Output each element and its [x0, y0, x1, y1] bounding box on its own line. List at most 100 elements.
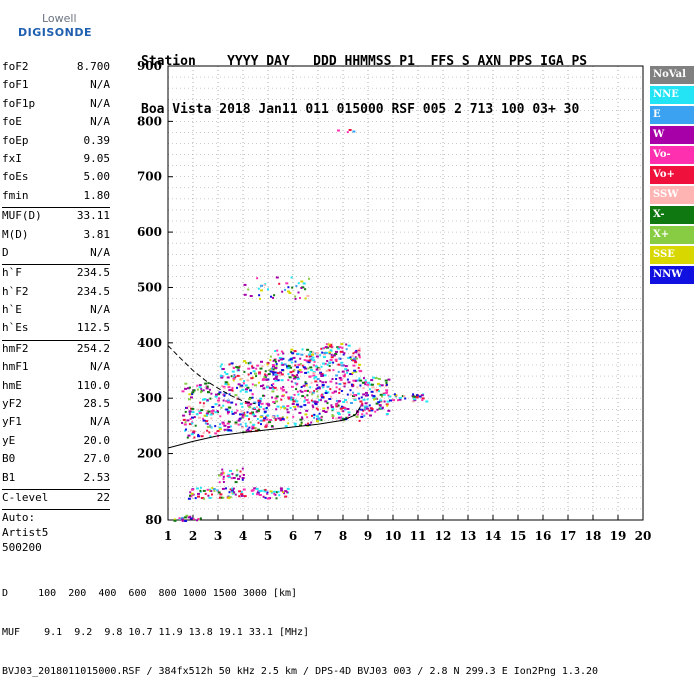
echo-point	[385, 403, 389, 406]
echo-point	[358, 347, 361, 350]
param-row: yE 20.0	[2, 434, 110, 452]
echo-point	[374, 388, 377, 391]
echo-point	[316, 390, 319, 393]
echo-point	[188, 398, 191, 401]
echo-point	[291, 286, 294, 289]
echo-point	[359, 370, 363, 373]
param-name: B0	[2, 452, 16, 466]
echo-point	[271, 364, 275, 366]
echo-point	[370, 379, 374, 382]
echo-point	[318, 399, 321, 402]
echo-point	[203, 497, 206, 500]
echo-point	[239, 470, 242, 473]
echo-point	[304, 382, 308, 385]
echo-point	[387, 378, 391, 381]
echo-point	[258, 490, 262, 492]
echo-point	[231, 412, 235, 415]
echo-point	[245, 388, 248, 391]
echo-point	[227, 497, 231, 500]
echo-point	[299, 357, 302, 360]
y-tick-label: 200	[137, 447, 162, 461]
param-value: 28.5	[83, 397, 111, 411]
echo-point	[181, 519, 184, 522]
echo-point	[378, 404, 382, 407]
echo-point	[226, 376, 230, 379]
echo-point	[188, 386, 191, 389]
echo-point	[246, 386, 250, 389]
echo-point	[306, 424, 310, 427]
echo-point	[308, 355, 311, 358]
echo-point	[309, 386, 312, 389]
echo-point	[268, 419, 272, 421]
echo-point	[332, 361, 335, 364]
echo-point	[251, 383, 254, 386]
echo-point	[294, 295, 297, 298]
param-name: h`E	[2, 303, 22, 317]
x-tick-label: 9	[364, 529, 372, 543]
echo-point	[314, 380, 318, 383]
echo-point	[278, 494, 281, 497]
echo-point	[261, 378, 265, 381]
echo-point	[376, 382, 380, 385]
echo-point	[315, 415, 319, 418]
echo-point	[287, 359, 291, 362]
echo-point	[263, 410, 267, 413]
echo-point	[365, 412, 368, 415]
param-row: hmF2 254.2	[2, 342, 110, 360]
echo-point	[420, 394, 424, 397]
echo-point	[205, 387, 209, 390]
echo-point	[295, 400, 299, 403]
echo-point	[258, 371, 262, 374]
echo-point	[310, 421, 313, 424]
echo-point	[404, 397, 407, 400]
echo-point	[350, 402, 353, 404]
echo-point	[280, 373, 284, 376]
echo-point	[326, 360, 329, 362]
echo-point	[249, 389, 252, 392]
echo-point	[267, 288, 269, 291]
echo-point	[221, 471, 224, 474]
echo-point	[237, 477, 240, 480]
echo-point	[277, 359, 280, 362]
echo-point	[310, 399, 313, 402]
echo-point	[334, 417, 338, 420]
electron-density-profile	[167, 406, 361, 449]
echo-point	[208, 431, 211, 434]
echo-point	[226, 422, 230, 425]
echo-point	[367, 381, 371, 384]
echo-point	[365, 391, 368, 394]
echo-point	[220, 374, 223, 377]
echo-point	[342, 353, 345, 356]
param-name: M(D)	[2, 227, 29, 241]
echo-point	[284, 425, 288, 428]
echo-point	[358, 397, 361, 400]
echo-point	[325, 343, 329, 346]
echo-point	[289, 407, 292, 409]
echo-point	[241, 478, 244, 481]
echo-point	[309, 351, 312, 354]
echo-point	[239, 423, 242, 426]
echo-point	[199, 486, 202, 489]
echo-point	[370, 409, 374, 412]
echo-point	[382, 393, 386, 396]
echo-point	[239, 413, 242, 416]
echo-point	[312, 372, 316, 375]
echo-point	[276, 414, 279, 417]
echo-point	[218, 474, 221, 477]
echo-point	[344, 408, 347, 411]
echo-point	[258, 381, 260, 384]
echo-point	[251, 411, 254, 414]
echo-point	[335, 382, 338, 385]
echo-point	[274, 367, 278, 369]
echo-point	[238, 365, 241, 368]
echo-point	[352, 391, 355, 394]
echo-point	[377, 401, 381, 404]
echo-point	[335, 378, 338, 380]
echo-point	[335, 374, 339, 377]
echo-point	[280, 379, 284, 382]
echo-point	[304, 381, 307, 384]
echo-point	[238, 490, 242, 493]
echo-point	[318, 387, 321, 390]
echo-point	[279, 487, 283, 490]
echo-point	[397, 399, 399, 402]
